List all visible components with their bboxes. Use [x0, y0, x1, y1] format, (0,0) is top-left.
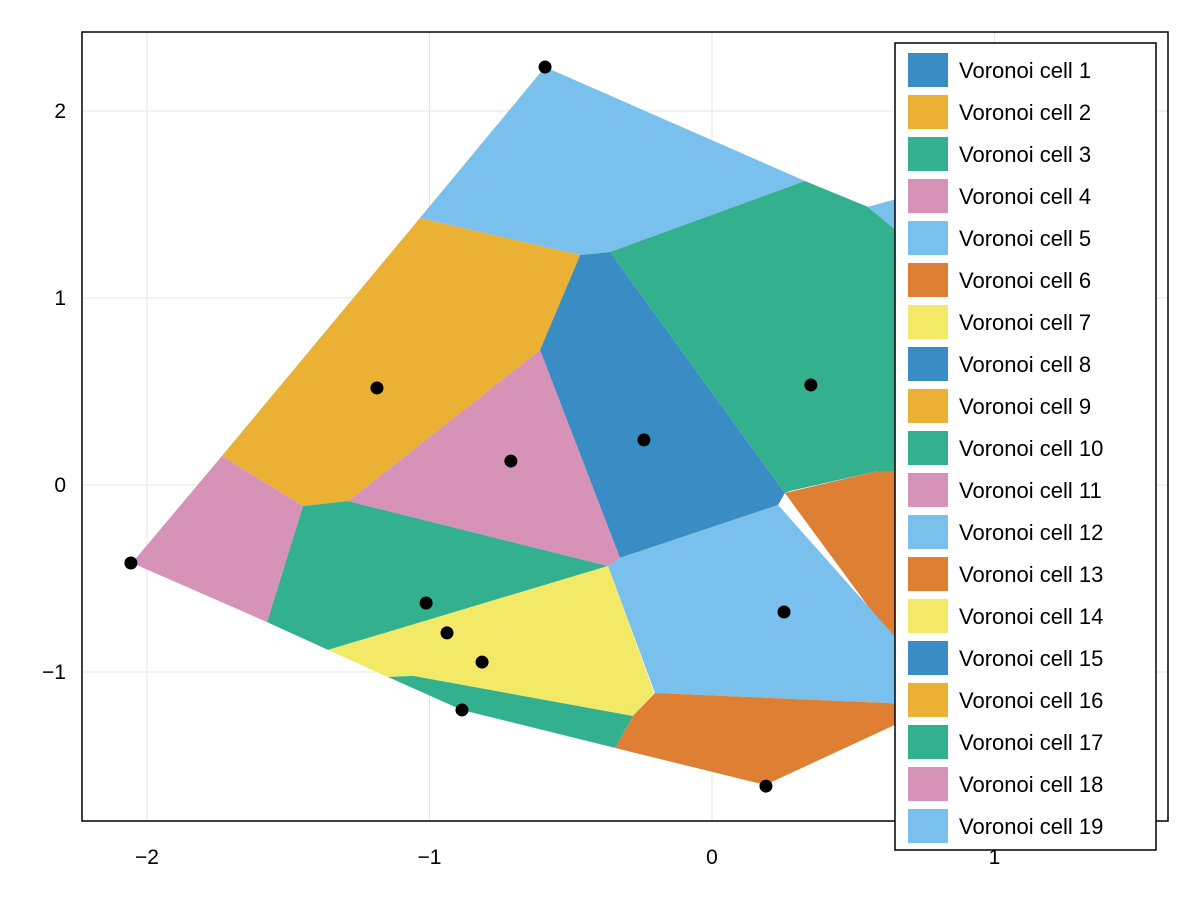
- seed-point: [804, 378, 818, 392]
- legend-swatch: [908, 263, 948, 297]
- seed-point: [759, 779, 773, 793]
- legend-swatch: [908, 809, 948, 843]
- voronoi-cell-3: [267, 501, 609, 650]
- axis-ticks: −2 −1 0 1 2 1 0 −1: [42, 100, 1000, 869]
- voronoi-cell-13: [615, 692, 910, 785]
- legend-swatch: [908, 221, 948, 255]
- voronoi-cell-4: [348, 349, 620, 566]
- voronoi-cell-14: [413, 565, 655, 716]
- legend-swatch: [908, 515, 948, 549]
- seed-point: [124, 556, 138, 570]
- legend-label: Voronoi cell 7: [959, 310, 1091, 335]
- legend-label: Voronoi cell 9: [959, 394, 1091, 419]
- x-tick-label: 1: [989, 846, 1001, 869]
- y-tick-label: 1: [54, 287, 66, 310]
- seed-point: [440, 626, 454, 640]
- voronoi-cell-2: [221, 217, 581, 506]
- legend-label: Voronoi cell 16: [959, 688, 1103, 713]
- legend-label: Voronoi cell 3: [959, 142, 1091, 167]
- legend-label: Voronoi cell 17: [959, 730, 1103, 755]
- voronoi-cell-7: [328, 565, 609, 678]
- axis-frame: [81, 31, 1169, 822]
- voronoi-cell-10: [610, 180, 910, 494]
- legend-label: Voronoi cell 13: [959, 562, 1103, 587]
- y-tick-label: 2: [54, 100, 66, 123]
- y-tick-label: 0: [54, 474, 66, 497]
- voronoi-cell-1: [539, 251, 785, 558]
- seed-points: [124, 60, 818, 793]
- legend-label: Voronoi cell 8: [959, 352, 1091, 377]
- x-tick-label: −1: [418, 846, 442, 869]
- legend-swatch: [908, 389, 948, 423]
- legend-label: Voronoi cell 11: [959, 478, 1102, 503]
- legend-swatch: [908, 137, 948, 171]
- legend-label: Voronoi cell 5: [959, 226, 1091, 251]
- y-tick-label: −1: [42, 661, 66, 684]
- seed-point: [370, 381, 384, 395]
- x-tick-label: −2: [135, 846, 159, 869]
- seed-point: [777, 605, 791, 619]
- legend-label: Voronoi cell 1: [959, 58, 1091, 83]
- legend-label: Voronoi cell 6: [959, 268, 1091, 293]
- legend-swatch: [908, 95, 948, 129]
- legend-label: Voronoi cell 18: [959, 772, 1103, 797]
- legend-swatch: [908, 725, 948, 759]
- voronoi-cell-5: [419, 67, 805, 255]
- legend-swatch: [908, 599, 948, 633]
- legend-swatch: [908, 53, 948, 87]
- voronoi-cells: [132, 67, 910, 785]
- seed-point: [455, 703, 469, 717]
- legend-label: Voronoi cell 19: [959, 814, 1103, 839]
- legend-label: Voronoi cell 12: [959, 520, 1103, 545]
- legend: Voronoi cell 1 Voronoi cell 2 Voronoi cell…: [894, 42, 1157, 851]
- legend-swatch: [908, 641, 948, 675]
- legend-label: Voronoi cell 14: [959, 604, 1103, 629]
- voronoi-cell-11: [132, 456, 303, 623]
- legend-swatch: [908, 767, 948, 801]
- legend-swatch: [908, 305, 948, 339]
- x-tick-label: 0: [706, 846, 718, 869]
- voronoi-cell-17: [387, 675, 633, 748]
- legend-label: Voronoi cell 4: [959, 184, 1091, 209]
- legend-label: Voronoi cell 10: [959, 436, 1103, 461]
- legend-label: Voronoi cell 2: [959, 100, 1091, 125]
- legend-swatch: [908, 683, 948, 717]
- seed-point: [504, 454, 518, 468]
- voronoi-cell-6: [784, 470, 910, 654]
- legend-swatch: [908, 347, 948, 381]
- legend-swatch: [908, 179, 948, 213]
- seed-point: [475, 655, 489, 669]
- legend-swatch: [908, 431, 948, 465]
- seed-point: [637, 433, 651, 447]
- legend-swatch: [908, 557, 948, 591]
- seed-point: [419, 596, 433, 610]
- legend-label: Voronoi cell 15: [959, 646, 1103, 671]
- seed-point: [538, 60, 552, 74]
- legend-swatch: [908, 473, 948, 507]
- voronoi-cell-12: [608, 505, 910, 704]
